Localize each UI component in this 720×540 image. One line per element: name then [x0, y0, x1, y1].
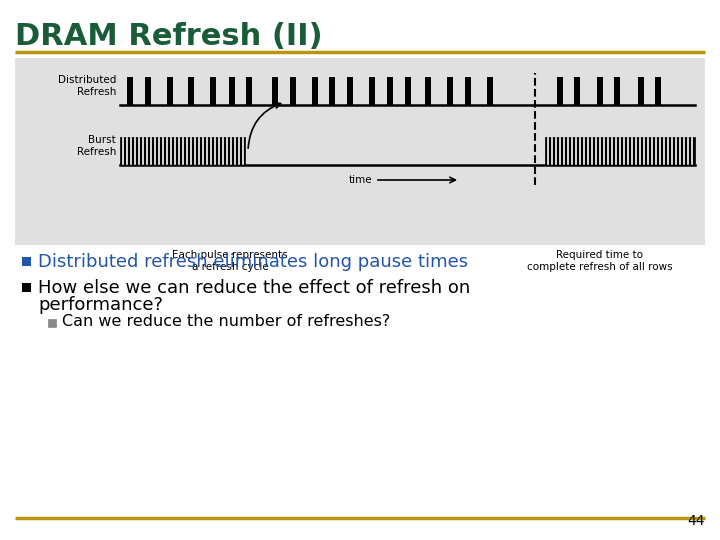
Text: Distributed refresh eliminates long pause times: Distributed refresh eliminates long paus… — [38, 253, 468, 271]
Text: DRAM Refresh (II): DRAM Refresh (II) — [15, 22, 323, 51]
Bar — [425, 77, 431, 105]
Text: 44: 44 — [688, 514, 705, 528]
Bar — [120, 137, 245, 165]
Text: performance?: performance? — [38, 296, 163, 314]
Bar — [387, 77, 393, 105]
Bar — [145, 77, 151, 105]
Bar — [405, 77, 411, 105]
Bar — [290, 77, 296, 105]
Text: time: time — [348, 175, 372, 185]
Text: Burst
Refresh: Burst Refresh — [76, 136, 116, 157]
Text: Can we reduce the number of refreshes?: Can we reduce the number of refreshes? — [62, 314, 390, 329]
Bar — [127, 77, 133, 105]
Bar — [312, 77, 318, 105]
Bar — [574, 77, 580, 105]
Bar — [167, 77, 173, 105]
Bar — [188, 77, 194, 105]
Text: How else we can reduce the effect of refresh on: How else we can reduce the effect of ref… — [38, 279, 470, 297]
Bar — [347, 77, 353, 105]
Bar — [272, 77, 278, 105]
Bar — [465, 77, 471, 105]
Bar — [246, 77, 252, 105]
Bar — [638, 77, 644, 105]
Bar — [545, 137, 695, 165]
Bar — [329, 77, 335, 105]
Bar — [210, 77, 216, 105]
Bar — [447, 77, 453, 105]
Bar — [597, 77, 603, 105]
Bar — [557, 77, 563, 105]
Bar — [655, 77, 661, 105]
Bar — [22, 283, 31, 292]
Bar — [22, 257, 31, 266]
Text: Distributed
Refresh: Distributed Refresh — [58, 76, 116, 97]
Bar — [229, 77, 235, 105]
Bar — [48, 319, 56, 327]
Text: Required time to
complete refresh of all rows: Required time to complete refresh of all… — [527, 250, 672, 272]
Bar — [614, 77, 620, 105]
Text: Each pulse represents
a refresh cycle: Each pulse represents a refresh cycle — [172, 250, 288, 272]
Bar — [369, 77, 375, 105]
Bar — [487, 77, 493, 105]
Bar — [15, 58, 705, 245]
